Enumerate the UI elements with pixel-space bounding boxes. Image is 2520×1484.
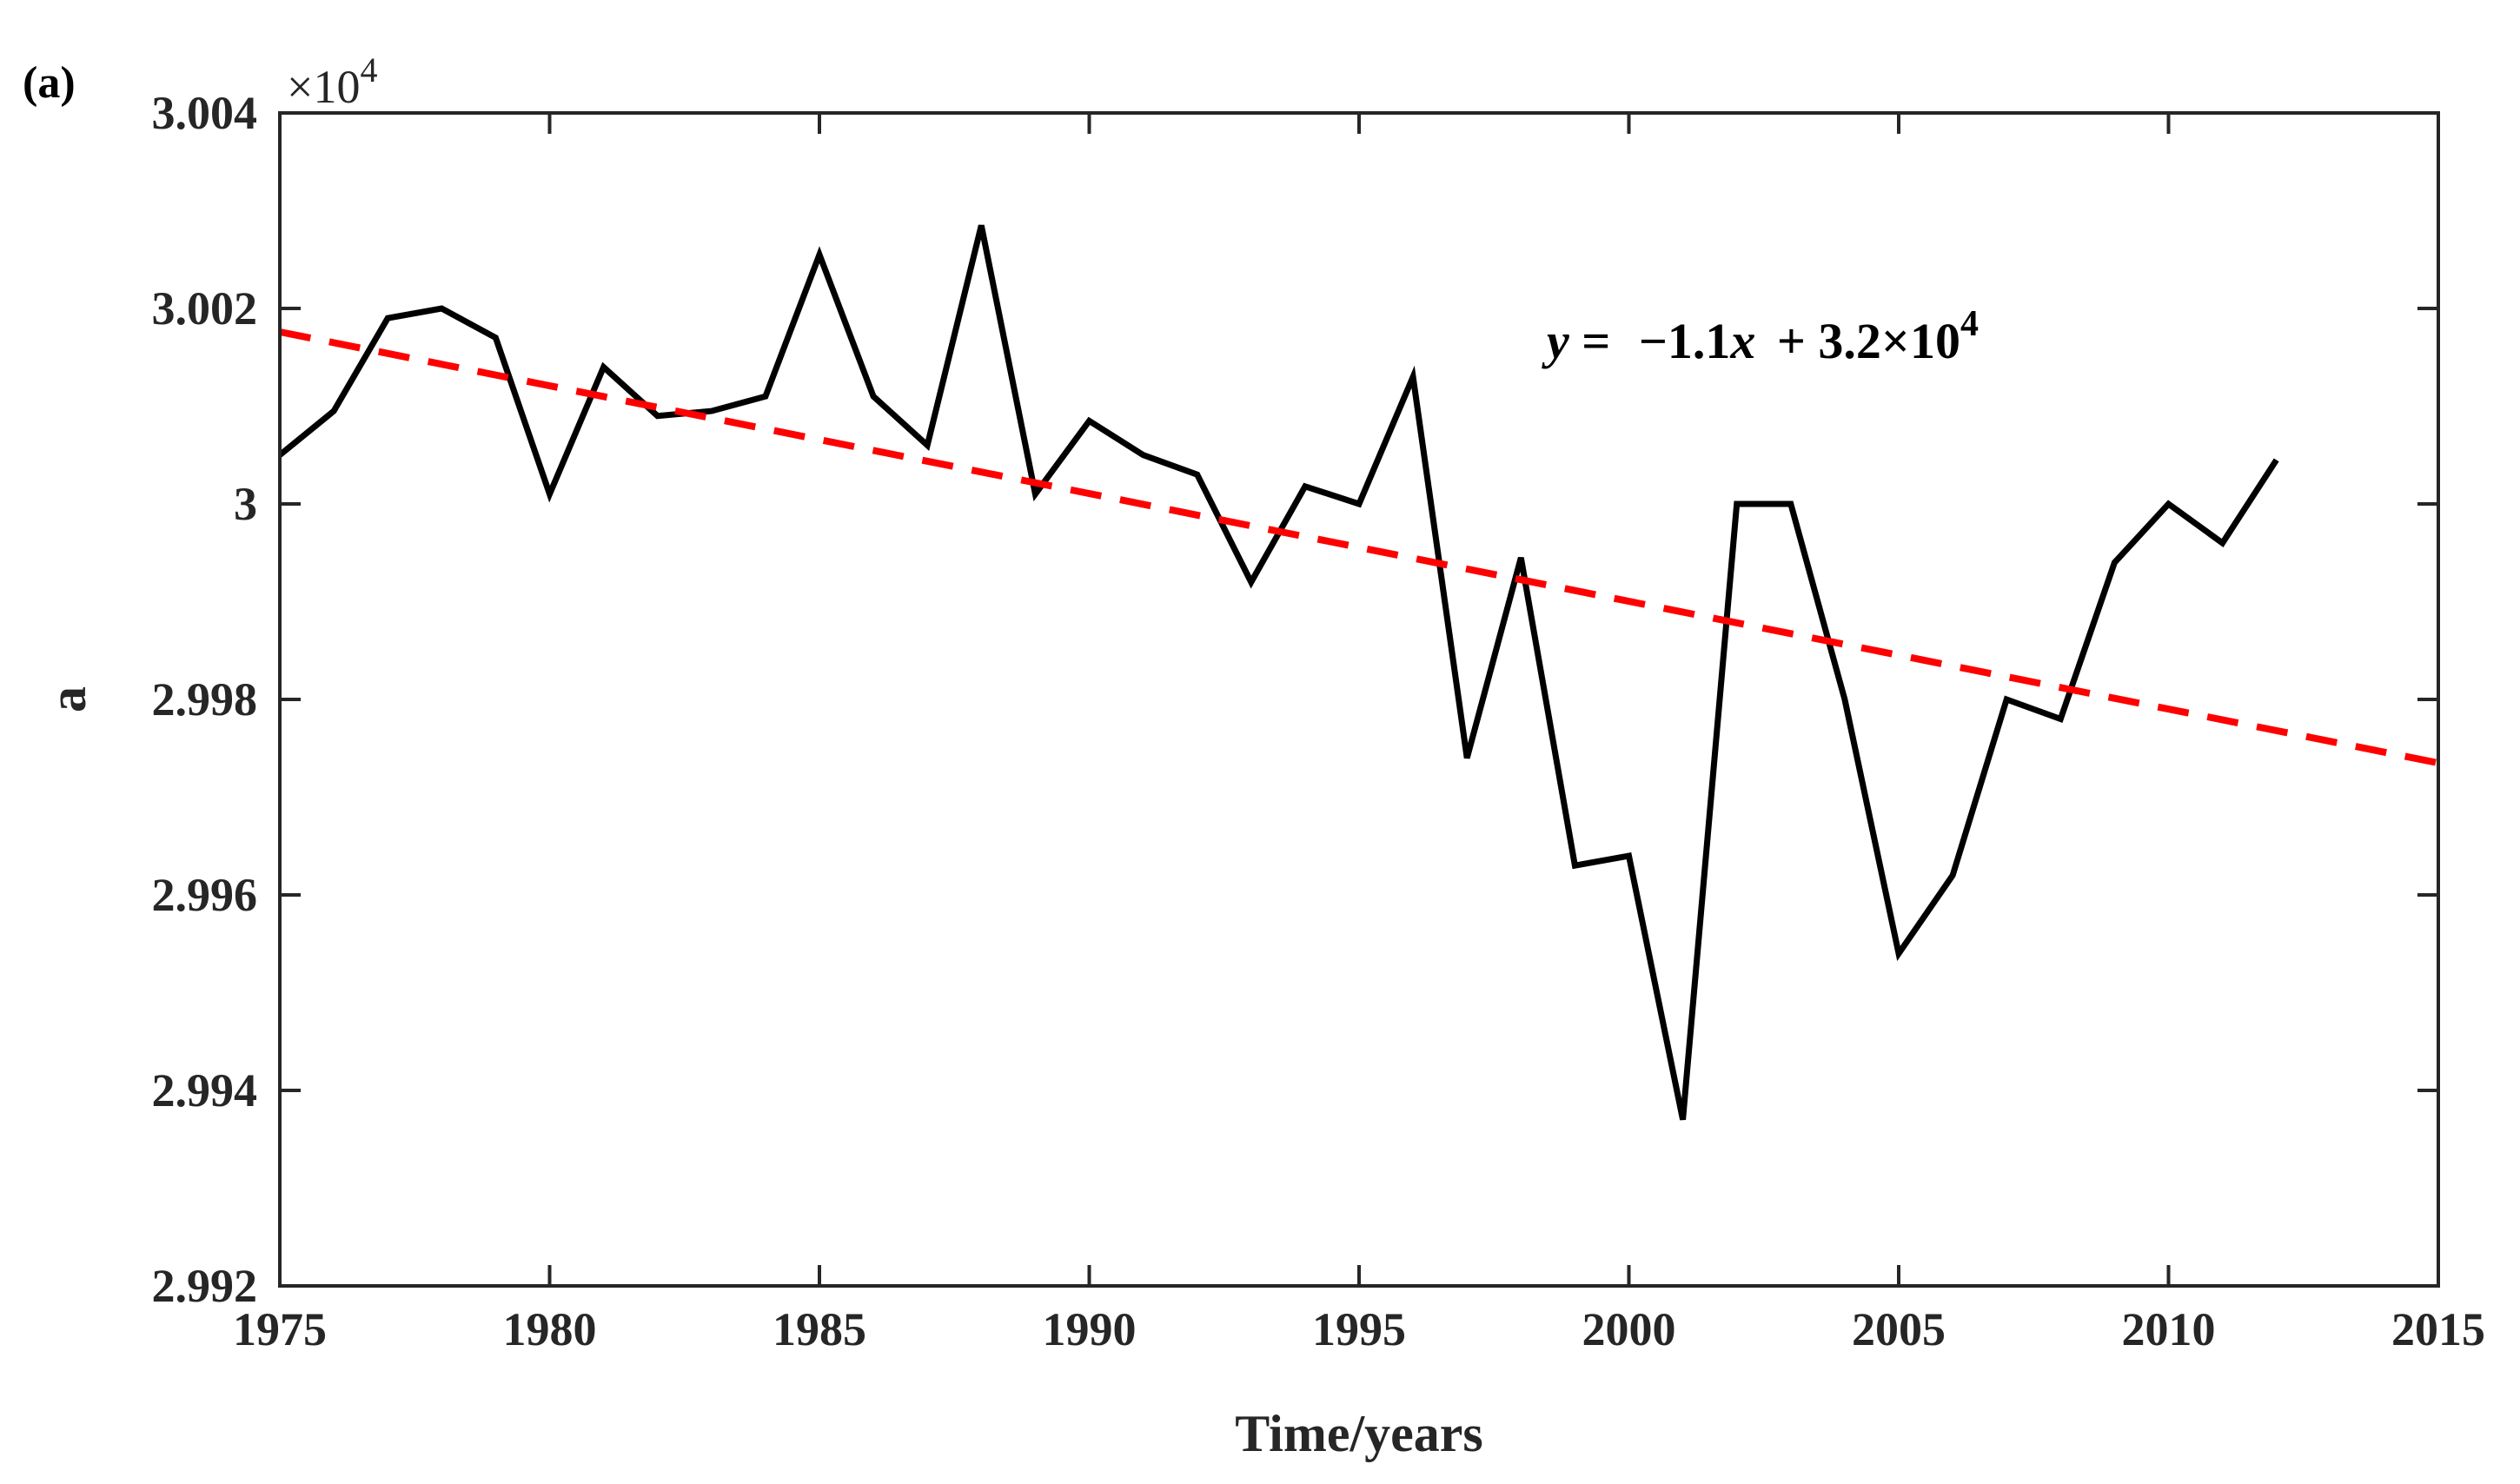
x-tick-label: 2015 (2391, 1303, 2485, 1355)
y-tick-label: 2.994 (152, 1064, 258, 1116)
x-tick-label: 1990 (1043, 1303, 1137, 1355)
regression-equation: y = −1.1x + 3.2×104 (1542, 304, 1979, 369)
y-axis-ticks: 2.992 2.994 2.996 2.998 3 3.002 3.004 (152, 87, 2438, 1312)
y-tick-label: 3.004 (152, 87, 258, 139)
y-tick-label: 2.996 (152, 869, 258, 921)
y-axis-label: a (39, 686, 96, 712)
y-exponent-label: ×104 (287, 50, 377, 113)
x-tick-label: 2000 (1582, 1303, 1676, 1355)
x-tick-label: 1980 (503, 1303, 597, 1355)
y-tick-label: 2.998 (152, 673, 258, 725)
y-exponent-power: 4 (360, 50, 377, 89)
x-tick-label: 1975 (233, 1303, 327, 1355)
x-tick-label: 1995 (1312, 1303, 1406, 1355)
trend-line (279, 328, 2439, 767)
y-tick-label: 3 (234, 478, 257, 530)
plot-area (280, 113, 2438, 1286)
x-axis-label: Time/years (1235, 1405, 1483, 1462)
series-layer (277, 224, 2439, 1121)
panel-label: (a) (23, 58, 76, 108)
x-tick-label: 2010 (2122, 1303, 2216, 1355)
x-tick-label: 1985 (773, 1303, 866, 1355)
y-tick-label: 3.002 (152, 282, 258, 335)
x-axis-ticks: 1975 1980 1985 1990 1995 2000 2005 2010 2015 (233, 113, 2485, 1355)
x-tick-label: 2005 (1852, 1303, 1946, 1355)
y-tick-label: 2.992 (152, 1260, 258, 1312)
